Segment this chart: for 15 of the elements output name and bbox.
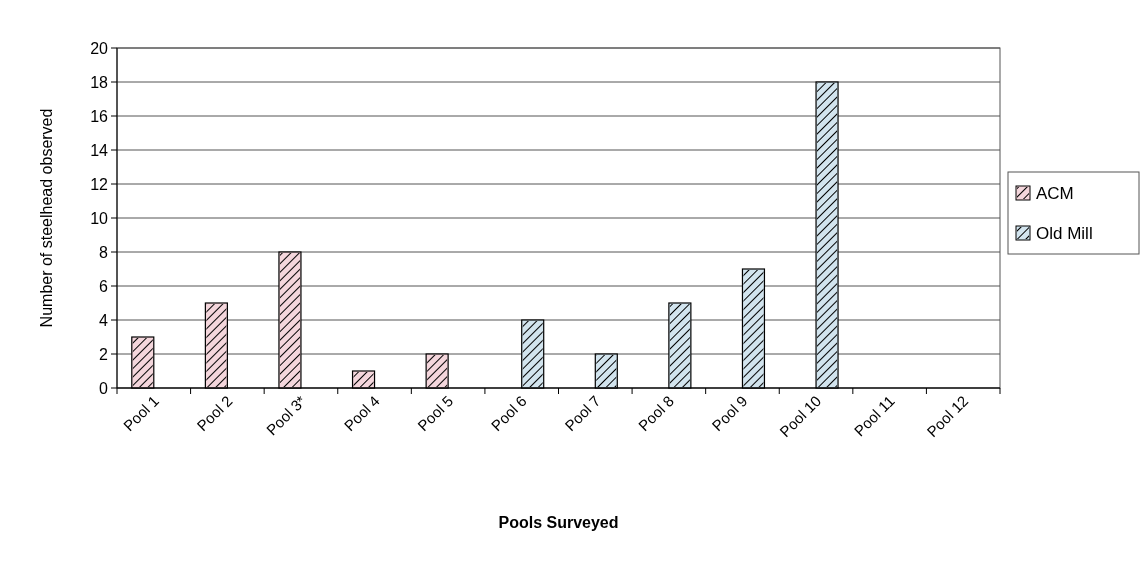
- y-tick-label: 6: [99, 277, 109, 295]
- y-tick-label: 8: [99, 243, 109, 261]
- y-tick-label: 20: [90, 39, 109, 57]
- y-tick-label: 10: [90, 209, 109, 227]
- y-tick-label: 4: [99, 311, 109, 329]
- y-tick-label: 14: [90, 141, 109, 159]
- legend-label: Old Mill: [1036, 223, 1093, 243]
- legend-label: ACM: [1036, 183, 1074, 203]
- y-axis-title: Number of steelhead observed: [38, 108, 55, 328]
- y-tick-label: 0: [99, 379, 109, 397]
- y-tick-label: 18: [90, 73, 109, 91]
- y-tick-label: 2: [99, 345, 109, 363]
- x-axis-title: Pools Surveyed: [498, 514, 619, 531]
- y-tick-label: 12: [90, 175, 109, 193]
- y-tick-label: 16: [90, 107, 109, 125]
